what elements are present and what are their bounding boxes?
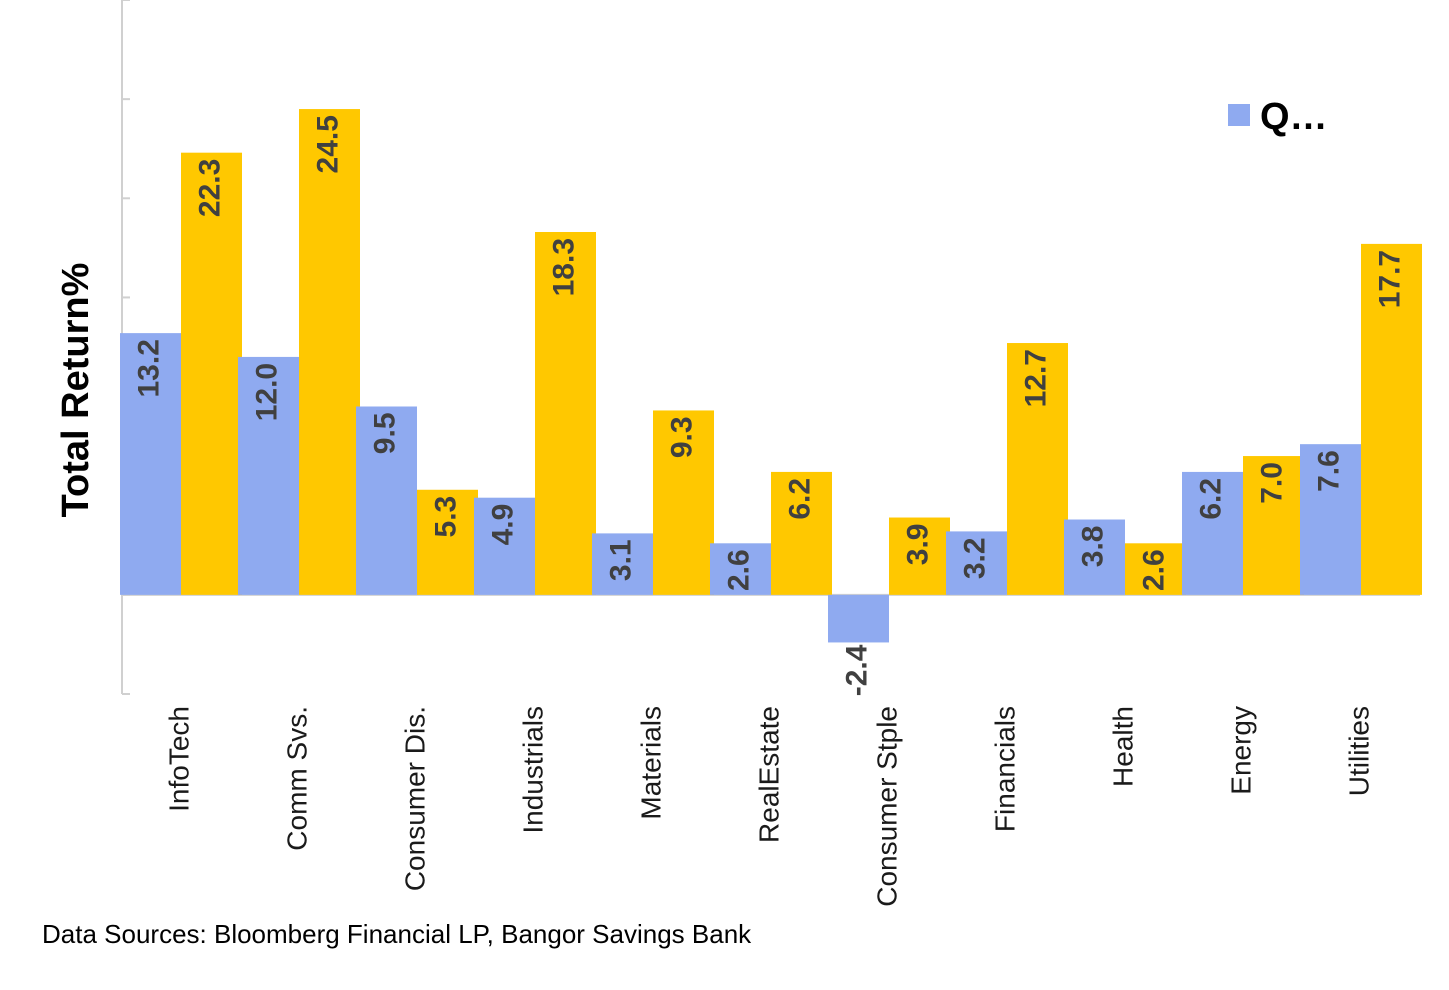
x-tick-label: Health: [1107, 706, 1138, 787]
bar-series1: [710, 543, 771, 595]
bar-value-label: 12.0: [250, 363, 283, 421]
bar-series2: [1007, 343, 1068, 595]
bar-series2: [653, 410, 714, 595]
x-tick-labels: InfoTech Comm Svs. Consumer Dis. Industrial…: [163, 706, 1374, 907]
bar-value-label: 6.2: [783, 478, 816, 520]
legend-swatch: [1228, 104, 1250, 126]
bar-value-label: 7.6: [1312, 450, 1345, 492]
bar-series2: [1361, 243, 1422, 595]
bar-value-label: 3.2: [958, 537, 991, 579]
bar-series2: [1243, 456, 1304, 595]
bar-value-label: 2.6: [722, 549, 755, 591]
bar-series1: [1182, 471, 1243, 595]
x-tick-label: Energy: [1225, 706, 1256, 795]
bar-value-label: 17.7: [1373, 250, 1406, 308]
bar-series2: [535, 231, 596, 595]
x-tick-label: Consumer Stple: [871, 706, 902, 907]
x-tick-label: Financials: [989, 706, 1020, 832]
bar-series2: [771, 471, 832, 595]
bar-value-label: 9.3: [665, 416, 698, 458]
bar-series1: [120, 333, 181, 595]
bar-series2: [181, 152, 242, 595]
source-note: Data Sources: Bloomberg Financial LP, Ba…: [42, 919, 752, 949]
x-tick-label: Comm Svs.: [281, 706, 312, 851]
bar-value-label: -2.4: [840, 644, 873, 696]
bars: [120, 109, 1422, 643]
bar-series1: [474, 497, 535, 595]
legend: Q…: [1228, 96, 1328, 138]
bar-value-label: 22.3: [193, 159, 226, 217]
bar-series2: [299, 109, 360, 595]
bar-value-label: 7.0: [1255, 462, 1288, 504]
bar-series1: [356, 406, 417, 595]
x-tick-label: Utilities: [1343, 706, 1374, 796]
y-axis-label: Total Return%: [55, 263, 97, 518]
bar-series1: [1300, 444, 1361, 595]
bar-value-label: 3.1: [604, 539, 637, 581]
bar-series2: [1125, 543, 1186, 595]
bar-value-label: 3.8: [1076, 526, 1109, 568]
x-tick-label: Industrials: [517, 706, 548, 834]
bar-value-label: 3.9: [901, 524, 934, 566]
bar-series1: [238, 356, 299, 595]
bar-labels: 13.2 22.3 12.0 24.5 9.5 5.3 4.9 18.3 3.1 9.3 2.6 6.…: [132, 115, 1406, 696]
bar-value-label: 5.3: [429, 496, 462, 538]
legend-label: Q…: [1260, 96, 1328, 138]
bar-value-label: 12.7: [1019, 349, 1052, 407]
bar-series2: [889, 517, 950, 595]
x-tick-label: RealEstate: [753, 706, 784, 843]
bar-value-label: 18.3: [547, 238, 580, 296]
bar-value-label: 4.9: [486, 504, 519, 546]
bar-value-label: 6.2: [1194, 478, 1227, 520]
x-tick-label: Consumer Dis.: [399, 706, 430, 891]
x-tick-label: InfoTech: [163, 706, 194, 812]
bar-value-label: 2.6: [1137, 549, 1170, 591]
x-tick-label: Materials: [635, 706, 666, 820]
bar-series1: [946, 531, 1007, 595]
bar-value-label: 24.5: [311, 115, 344, 173]
bar-value-label: 9.5: [368, 412, 401, 454]
bar-value-label: 13.2: [132, 339, 165, 397]
bar-series2: [417, 489, 478, 595]
bar-series1: [828, 594, 889, 643]
bar-series1: [592, 533, 653, 595]
bar-series1: [1064, 519, 1125, 595]
